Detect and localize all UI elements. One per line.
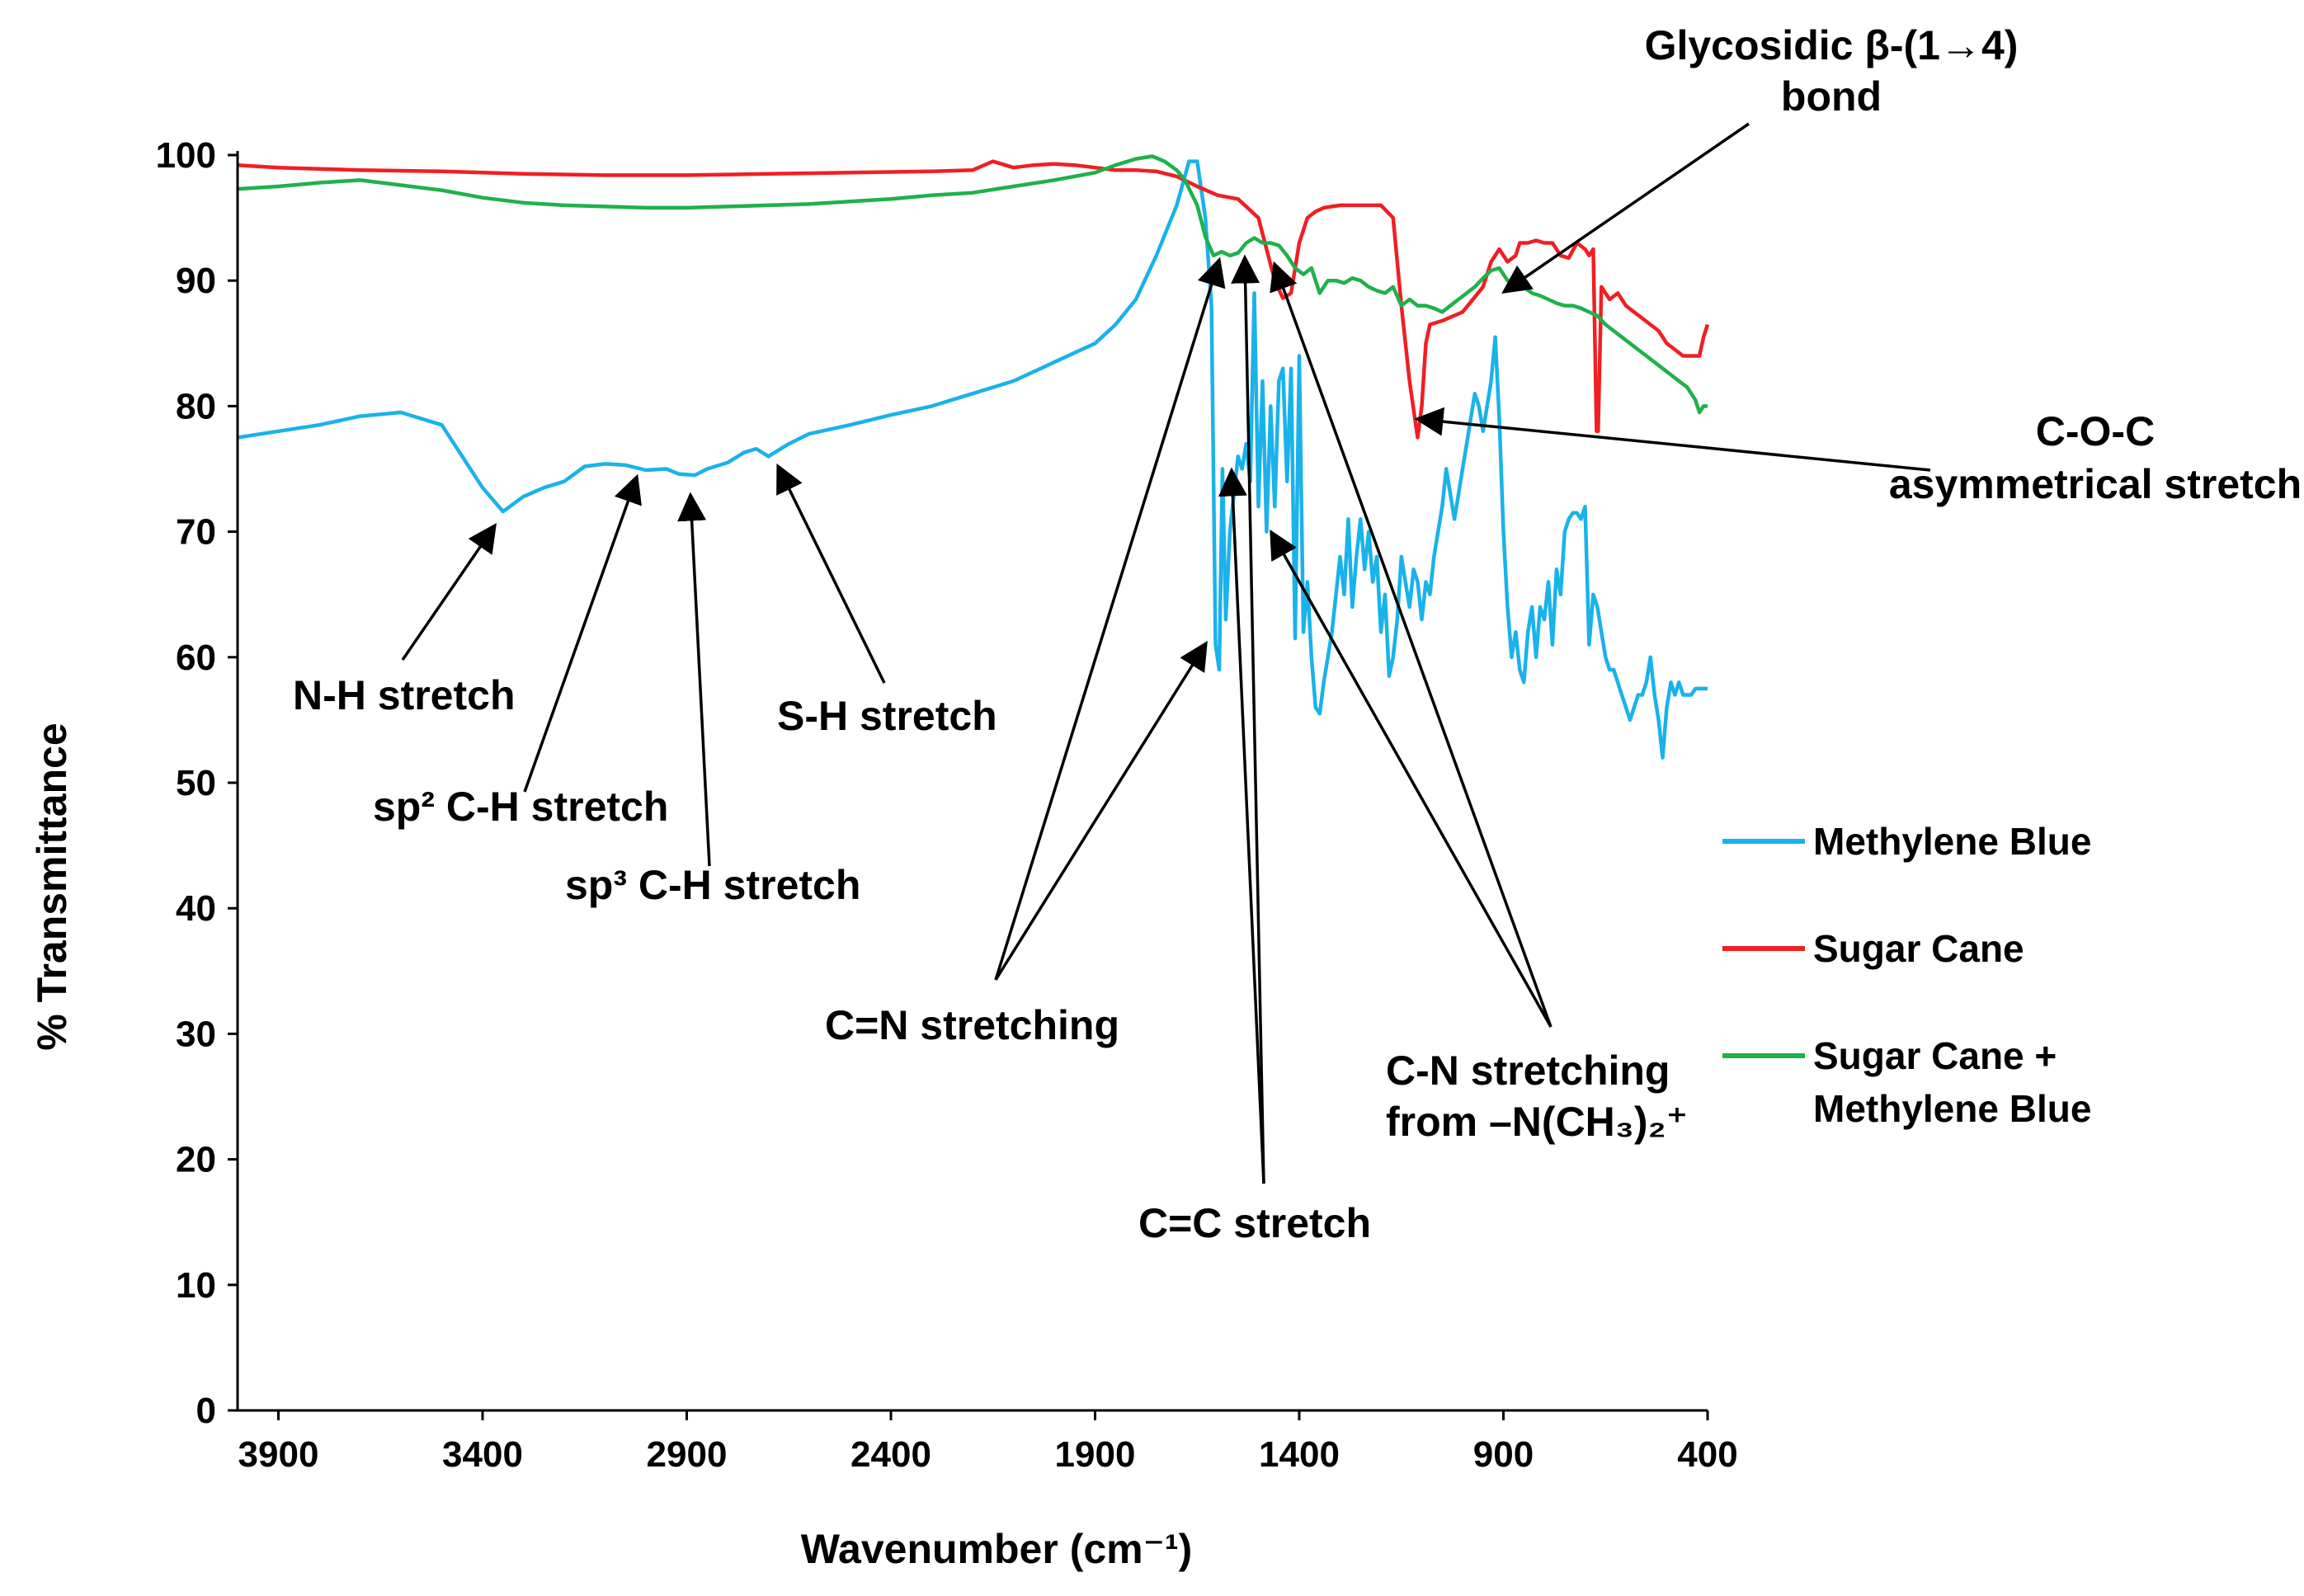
x-tick-label: 3400 (442, 1434, 523, 1475)
annotation-arrow (1218, 467, 1265, 1184)
plot-area (237, 154, 1710, 760)
annotation-cn: C=N stretching (825, 257, 1226, 1048)
annotation-label: sp³ C-H stretch (565, 862, 860, 908)
y-tick-label: 50 (176, 763, 216, 803)
axes: 0 10 20 30 40 50 60 70 80 90 100 3900 3400 2900 2400 19… (156, 135, 1738, 1475)
y-tick-label: 80 (176, 386, 216, 426)
annotation-arrow (776, 463, 886, 684)
x-tick-label: 900 (1473, 1434, 1534, 1475)
annotation-label: C-N stretching (1386, 1048, 1670, 1094)
x-tick-label: 400 (1677, 1434, 1737, 1475)
legend: Methylene Blue Sugar Cane Sugar Cane + Meth… (1722, 820, 2091, 1130)
annotation-label: C=N stretching (825, 1002, 1119, 1048)
annotation-nh: N-H stretch (293, 523, 515, 718)
y-tick-label: 90 (176, 261, 216, 301)
x-tick-label: 1900 (1055, 1434, 1136, 1475)
annotation-coc: C-O-C asymmetrical stretch (1414, 407, 2302, 507)
annotation-arrow (994, 257, 1226, 981)
annotation-sp3: sp³ C-H stretch (565, 492, 860, 908)
annotation-label: S-H stretch (777, 693, 997, 739)
y-tick-label: 30 (176, 1014, 216, 1054)
annotation-sp2: sp² C-H stretch (373, 473, 668, 830)
y-tick-label: 100 (156, 135, 216, 176)
annotation-cnm: C-N stretching from –N(CH₃)₂⁺ (1270, 261, 1688, 1145)
series-line-2 (237, 154, 1708, 415)
x-tick-label: 2400 (850, 1434, 931, 1475)
annotation-label: sp² C-H stretch (373, 784, 668, 830)
legend-label: Sugar Cane (1813, 927, 2024, 970)
annotation-label: C-O-C (2036, 408, 2155, 454)
annotation-label: asymmetrical stretch (1889, 461, 2302, 507)
annotation-sh: S-H stretch (776, 463, 997, 739)
annotation-label: Glycosidic β-(1→4) (1645, 22, 2019, 68)
x-axis-title: Wavenumber (cm⁻¹) (801, 1526, 1193, 1572)
legend-label: Methylene Blue (1813, 1087, 2091, 1130)
annotation-arrow (1501, 122, 1750, 294)
y-tick-label: 10 (176, 1265, 216, 1306)
annotations: N-H stretch sp² C-H stretch sp³ C-H stretc… (293, 22, 2302, 1246)
y-tick-label: 0 (196, 1391, 216, 1431)
x-tick-label: 2900 (647, 1434, 728, 1475)
legend-item-2: Sugar Cane + Methylene Blue (1722, 1034, 2091, 1130)
annotation-arrow (994, 641, 1208, 981)
legend-label: Methylene Blue (1813, 820, 2091, 863)
annotation-arrow (1270, 529, 1552, 1028)
y-tick-label: 70 (176, 512, 216, 553)
annotation-label: N-H stretch (293, 672, 515, 718)
annotation-gly: Glycosidic β-(1→4) bond (1501, 22, 2019, 294)
annotation-cc: C=C stretch (1138, 254, 1371, 1246)
x-tick-label: 3900 (238, 1434, 319, 1475)
series-line-1 (237, 159, 1710, 440)
annotation-arrow (1414, 407, 1931, 472)
annotation-arrow (401, 523, 497, 661)
x-tick-label: 1400 (1259, 1434, 1340, 1475)
annotation-arrow (1231, 254, 1265, 1184)
legend-item-0: Methylene Blue (1722, 820, 2091, 863)
legend-item-1: Sugar Cane (1722, 927, 2024, 970)
legend-label: Sugar Cane + (1813, 1034, 2057, 1077)
annotation-label: C=C stretch (1138, 1200, 1371, 1246)
y-axis-title: % Transmittance (29, 723, 75, 1050)
annotation-label: bond (1781, 73, 1882, 120)
y-tick-label: 20 (176, 1140, 216, 1180)
annotation-arrow (1270, 261, 1552, 1028)
y-tick-label: 60 (176, 638, 216, 678)
series-line-0 (237, 159, 1708, 760)
annotation-arrow (677, 492, 711, 867)
annotation-label: from –N(CH₃)₂⁺ (1386, 1099, 1688, 1145)
annotation-arrow (523, 473, 642, 793)
y-tick-label: 40 (176, 888, 216, 929)
